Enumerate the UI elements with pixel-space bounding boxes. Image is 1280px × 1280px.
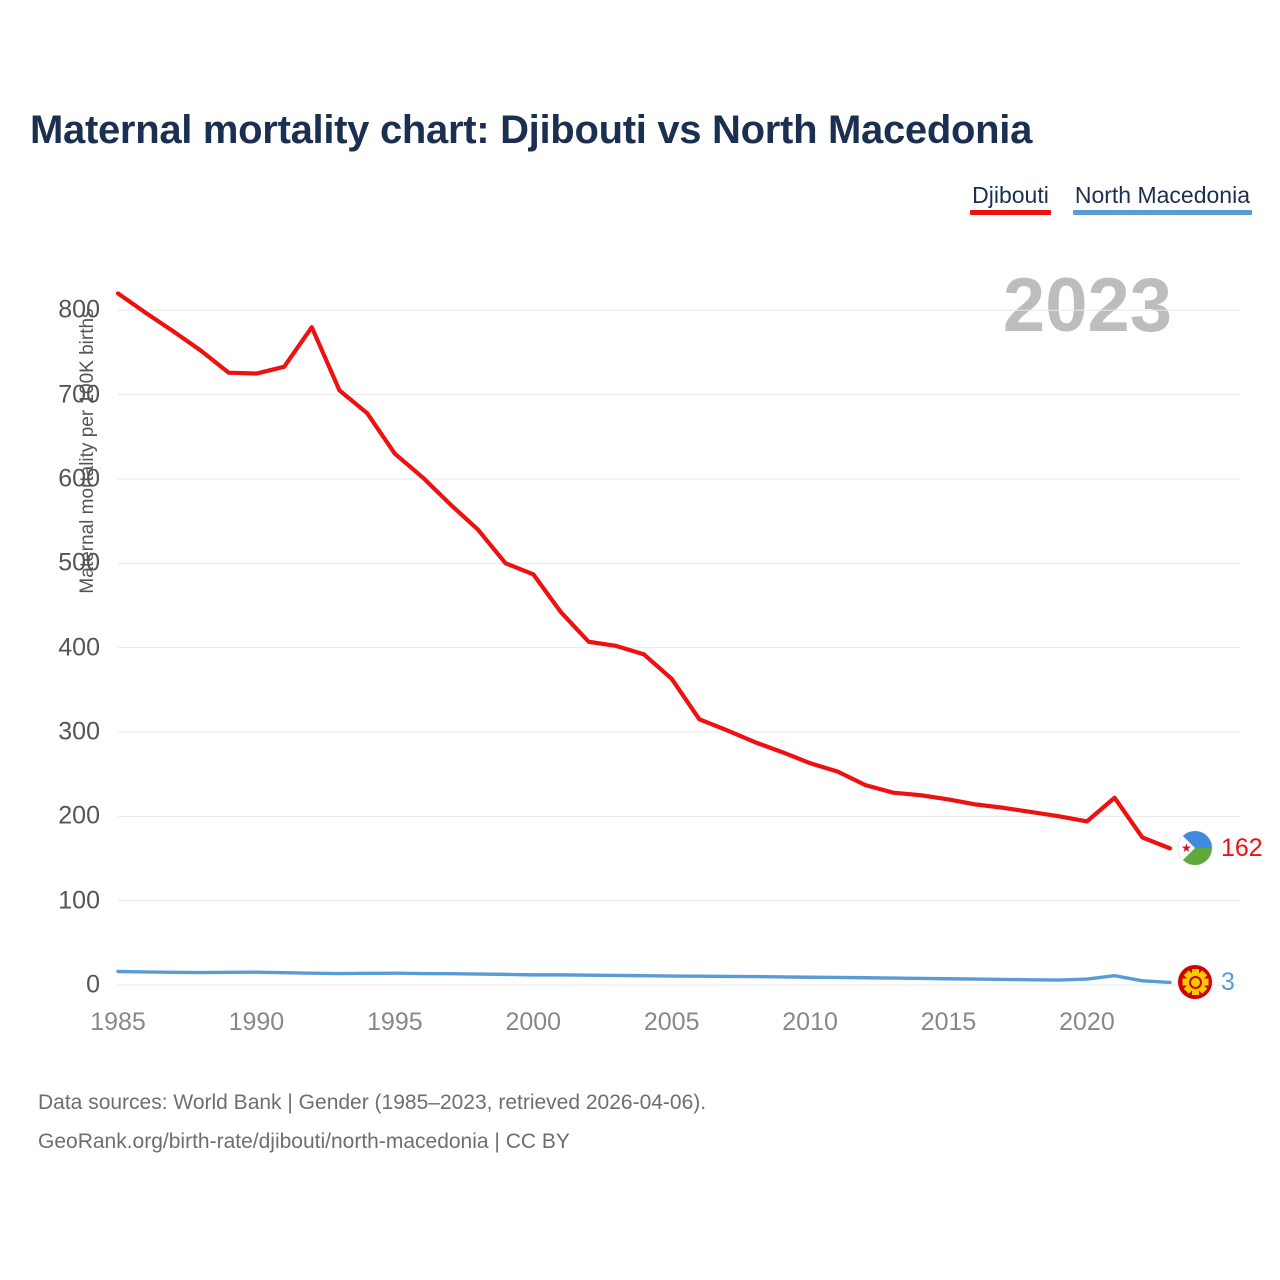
x-tick-label: 2020 <box>1059 1008 1115 1036</box>
y-tick-label: 400 <box>58 633 100 662</box>
year-watermark: 2023 <box>1002 263 1172 348</box>
legend-label-djibouti: Djibouti <box>972 182 1049 208</box>
legend-item-djibouti[interactable]: Djibouti <box>970 182 1051 216</box>
legend-item-north-macedonia[interactable]: North Macedonia <box>1072 182 1252 216</box>
y-tick-label: 100 <box>58 886 100 915</box>
y-tick-label: 0 <box>86 970 100 999</box>
y-axis-title: Maternal mortality per 100K births <box>77 308 98 594</box>
x-tick-label: 2015 <box>920 1008 977 1036</box>
series-line-djibouti <box>115 291 1173 851</box>
end-value-north-macedonia: 3 <box>1221 967 1235 996</box>
gridlines <box>118 309 1240 986</box>
footer-attribution: GeoRank.org/birth-rate/djibouti/north-ma… <box>38 1130 570 1154</box>
north-macedonia-flag-icon <box>1178 965 1212 1000</box>
end-marker-north-macedonia: 3 <box>1178 965 1235 1000</box>
legend-label-north-macedonia: North Macedonia <box>1074 182 1250 208</box>
x-tick-label: 1995 <box>367 1008 423 1036</box>
end-value-djibouti: 162 <box>1221 833 1263 862</box>
x-tick-label: 1985 <box>90 1008 146 1036</box>
x-tick-label: 2010 <box>782 1008 838 1036</box>
footer: Data sources: World Bank | Gender (1985–… <box>38 1084 706 1162</box>
x-tick-label: 1990 <box>228 1008 285 1036</box>
chart-legend: Djibouti North Macedonia <box>970 182 1252 216</box>
series-line-north-macedonia <box>116 969 1172 985</box>
y-tick-label: 600 <box>58 464 100 493</box>
y-tick-label: 700 <box>58 380 100 409</box>
y-tick-label: 800 <box>58 295 100 324</box>
footer-data-sources: Data sources: World Bank | Gender (1985–… <box>38 1091 707 1115</box>
y-tick-label: 300 <box>58 717 100 746</box>
page-title: Maternal mortality chart: Djibouti vs No… <box>30 108 1033 152</box>
legend-swatch-north-macedonia <box>1072 210 1252 216</box>
y-tick-label: 200 <box>58 801 100 830</box>
end-marker-djibouti: ★ 162 <box>1178 831 1263 866</box>
legend-swatch-djibouti <box>970 210 1051 216</box>
x-tick-label: 2000 <box>505 1008 562 1036</box>
djibouti-flag-icon: ★ <box>1178 831 1212 866</box>
x-tick-label: 2005 <box>643 1008 700 1036</box>
y-tick-label: 500 <box>58 548 100 577</box>
series-lines <box>115 291 1173 985</box>
